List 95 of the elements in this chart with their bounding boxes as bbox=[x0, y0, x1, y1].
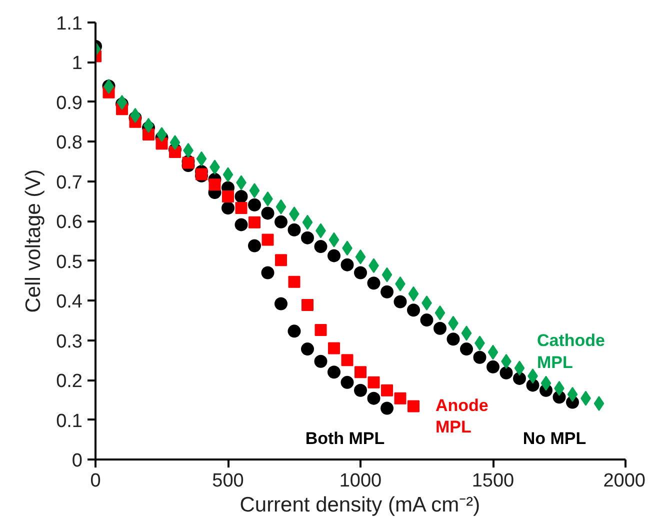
point bbox=[301, 342, 314, 356]
y-tick-label: 0.2 bbox=[56, 371, 83, 392]
point bbox=[262, 234, 274, 246]
point bbox=[461, 326, 472, 341]
point bbox=[408, 286, 419, 302]
y-tick-label: 0.4 bbox=[56, 292, 83, 313]
point bbox=[222, 202, 234, 215]
point bbox=[274, 215, 288, 228]
point bbox=[249, 183, 260, 198]
point bbox=[340, 258, 354, 272]
x-tick-label: 2000 bbox=[603, 470, 646, 492]
y-tick-label: 0.6 bbox=[56, 212, 83, 234]
point bbox=[302, 214, 313, 230]
point bbox=[234, 218, 248, 232]
point bbox=[288, 223, 301, 236]
point bbox=[488, 344, 498, 360]
x-tick-label: 500 bbox=[212, 470, 244, 492]
point bbox=[408, 400, 420, 412]
point bbox=[446, 332, 460, 346]
series-label: Cathode MPL bbox=[537, 331, 605, 372]
point bbox=[355, 249, 366, 264]
point bbox=[288, 324, 301, 338]
point bbox=[540, 376, 552, 391]
point bbox=[222, 167, 234, 182]
point bbox=[513, 372, 526, 385]
point bbox=[234, 190, 248, 203]
point bbox=[407, 304, 420, 317]
y-tick-label: 0.9 bbox=[56, 92, 83, 114]
point bbox=[248, 216, 260, 228]
point bbox=[328, 342, 340, 354]
x-tick-label: 1500 bbox=[472, 470, 514, 492]
point bbox=[314, 240, 328, 254]
point bbox=[434, 305, 446, 320]
point bbox=[235, 202, 248, 214]
y-tick-label: 0.5 bbox=[56, 252, 83, 273]
point bbox=[354, 384, 367, 397]
point bbox=[170, 134, 180, 150]
point bbox=[394, 295, 407, 308]
point bbox=[460, 342, 473, 356]
point bbox=[275, 254, 287, 266]
point bbox=[314, 324, 327, 336]
series-label: Both MPL bbox=[305, 428, 385, 448]
point bbox=[142, 128, 154, 141]
point bbox=[382, 267, 392, 282]
point bbox=[594, 396, 604, 411]
point bbox=[420, 314, 434, 327]
y-tick-label: 0 bbox=[72, 450, 83, 472]
point bbox=[328, 366, 340, 379]
point bbox=[340, 376, 354, 389]
point bbox=[302, 298, 314, 311]
point bbox=[169, 146, 181, 158]
point bbox=[394, 392, 406, 404]
point bbox=[354, 366, 366, 378]
point bbox=[381, 384, 393, 396]
point bbox=[196, 151, 207, 166]
point bbox=[208, 178, 221, 191]
point bbox=[500, 366, 513, 380]
point bbox=[434, 322, 446, 335]
point bbox=[314, 354, 328, 368]
point bbox=[368, 376, 380, 388]
point bbox=[143, 118, 154, 133]
point bbox=[341, 354, 354, 366]
point bbox=[367, 276, 380, 290]
series-label: No MPL bbox=[522, 428, 586, 448]
point bbox=[328, 232, 340, 248]
point bbox=[567, 386, 578, 402]
y-tick-label: 0.3 bbox=[56, 331, 83, 352]
y-tick-label: 1.1 bbox=[56, 14, 83, 34]
point bbox=[367, 392, 380, 405]
y-tick-label: 1 bbox=[72, 53, 83, 74]
y-axis-title: Cell voltage (V) bbox=[22, 169, 46, 313]
point bbox=[261, 266, 274, 280]
point bbox=[328, 249, 340, 262]
point bbox=[274, 297, 288, 310]
point bbox=[380, 285, 394, 298]
y-tick-label: 0.8 bbox=[56, 132, 83, 154]
point bbox=[248, 239, 261, 252]
x-tick-label: 1000 bbox=[339, 470, 382, 492]
y-tick-label: 0.7 bbox=[56, 172, 83, 194]
point bbox=[288, 276, 300, 288]
point bbox=[380, 402, 394, 415]
x-tick-label: 0 bbox=[90, 470, 101, 492]
point bbox=[222, 190, 234, 203]
point bbox=[486, 360, 500, 374]
point bbox=[514, 360, 525, 376]
point bbox=[276, 199, 286, 214]
point bbox=[473, 350, 486, 364]
x-axis-title: Current density (mA cm⁻²) bbox=[240, 494, 480, 516]
point bbox=[301, 231, 314, 244]
series-label: Anode MPL bbox=[436, 396, 488, 437]
point bbox=[261, 206, 274, 220]
point bbox=[354, 266, 367, 280]
point bbox=[248, 198, 261, 212]
y-tick-label: 0.1 bbox=[56, 410, 83, 432]
point bbox=[116, 94, 128, 110]
